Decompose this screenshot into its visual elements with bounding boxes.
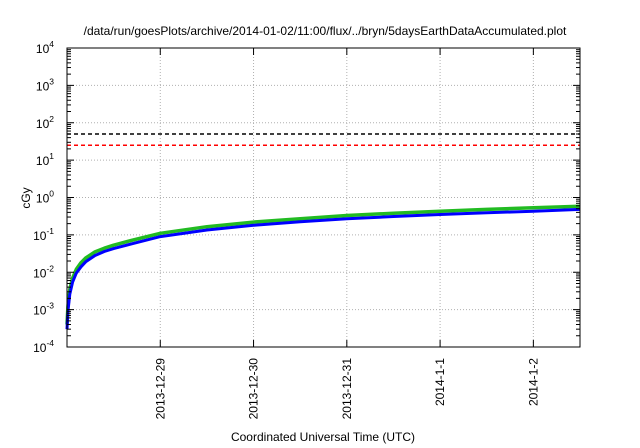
y-axis-label: cGy [19, 187, 33, 208]
x-tick-label: 2013-12-29 [153, 358, 167, 420]
y-tick-label: 104 [36, 39, 54, 56]
y-tick-label: 102 [36, 114, 54, 131]
plot-frame [66, 47, 581, 348]
x-tick-label: 2013-12-31 [340, 358, 354, 420]
x-tick-label: 2014-1-2 [526, 358, 540, 406]
x-tick-label: 2014-1-1 [433, 358, 447, 406]
x-axis-ticks: 2013-12-29 2013-12-30 2013-12-31 2014-1-1 20… [153, 48, 540, 419]
y-tick-label: 10-3 [33, 301, 54, 318]
series-lines [65, 204, 581, 330]
y-tick-label: 101 [36, 151, 54, 168]
y-tick-label: 10-4 [33, 338, 54, 355]
y-tick-label: 100 [36, 189, 54, 206]
x-axis-label: Coordinated Universal Time (UTC) [231, 430, 415, 444]
y-tick-label: 10-1 [33, 226, 54, 243]
reference-lines [67, 133, 580, 147]
y-axis-ticks: 10-4 10-3 10-2 10-1 100 101 102 103 104 [33, 39, 580, 355]
series-line-2 [65, 207, 581, 330]
y-tick-label: 10-2 [33, 263, 54, 280]
chart-title: /data/run/goesPlots/archive/2014-01-02/1… [84, 24, 567, 38]
grid [67, 48, 580, 347]
y-tick-label: 103 [36, 76, 54, 93]
series-line-1 [65, 204, 581, 325]
x-tick-label: 2013-12-30 [247, 358, 261, 420]
